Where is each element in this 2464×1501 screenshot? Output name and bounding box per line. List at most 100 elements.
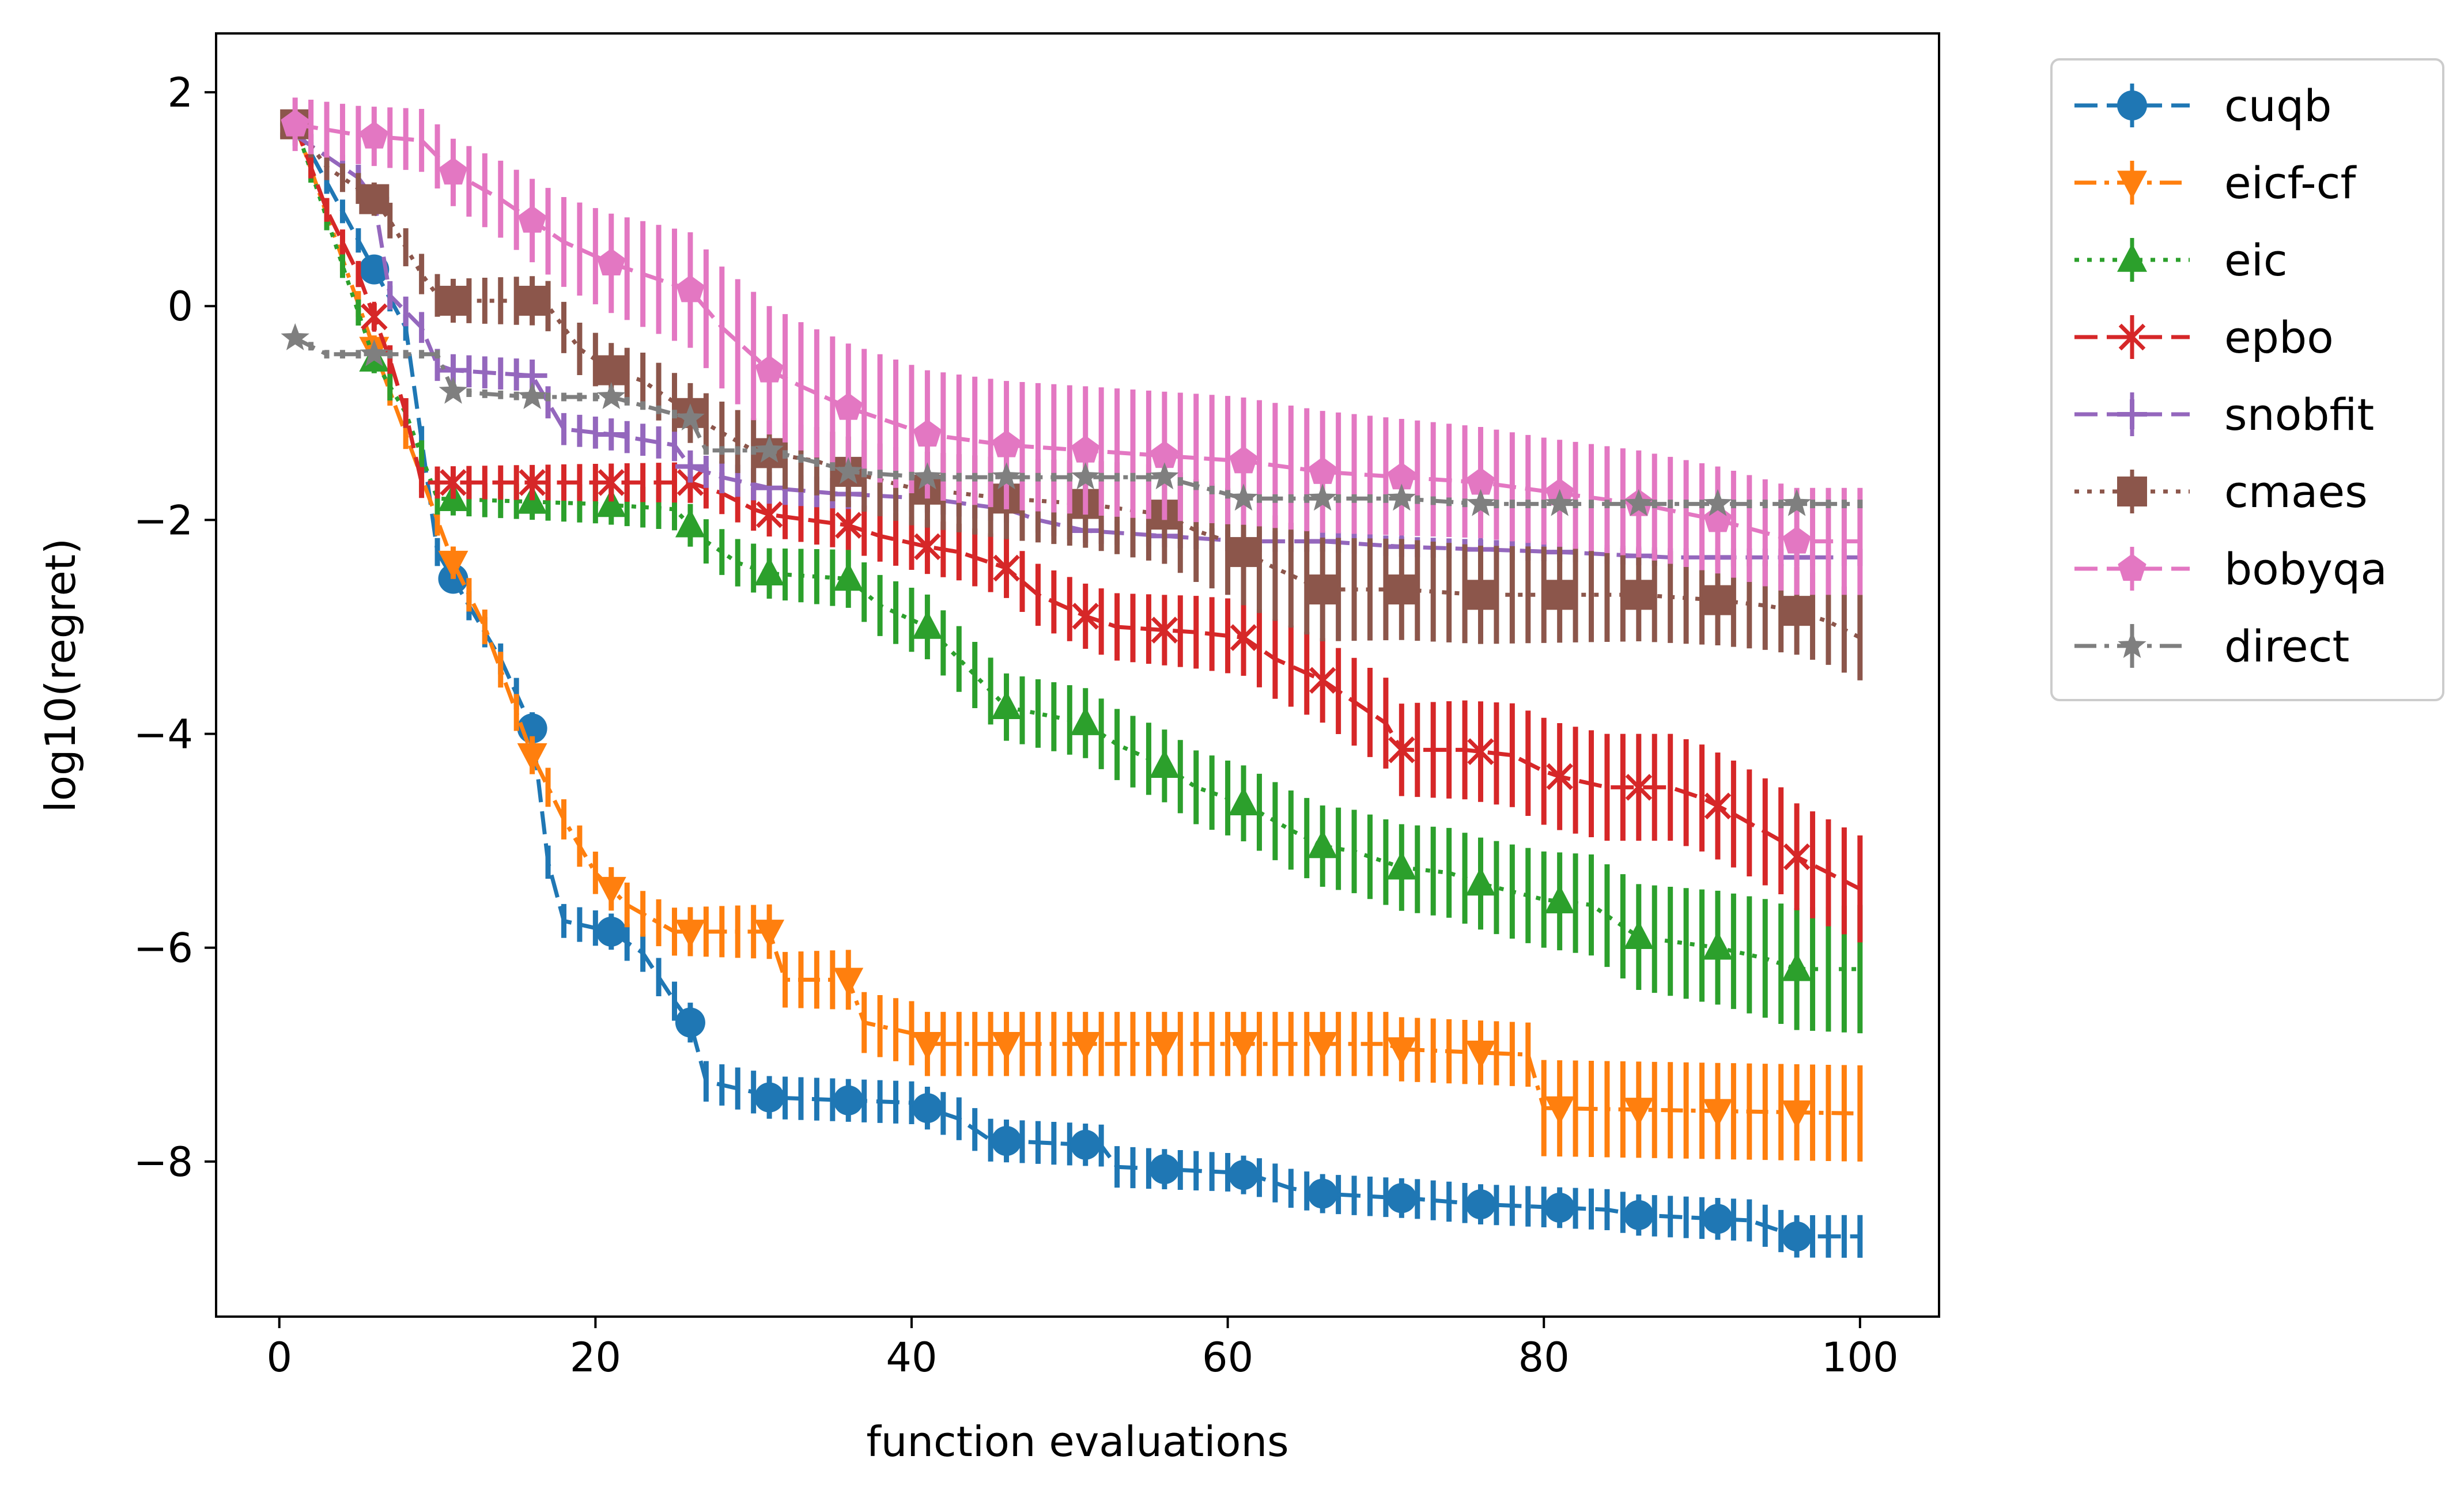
marker-direct	[834, 456, 863, 484]
marker-direct	[1308, 483, 1337, 511]
marker-cmaes	[1623, 580, 1654, 610]
y-tick-label: −6	[134, 925, 193, 972]
marker-direct	[597, 382, 626, 409]
series-cuqb	[280, 109, 1863, 1258]
marker-eicf-cf	[1782, 1100, 1812, 1129]
marker-cuqb	[1544, 1192, 1575, 1223]
marker-eic	[912, 610, 943, 639]
marker-eic	[991, 690, 1022, 719]
legend-marker-bobyqa	[2118, 554, 2146, 581]
marker-epbo	[1230, 622, 1257, 653]
marker-epbo	[1467, 736, 1494, 767]
series-eic	[280, 108, 1863, 1034]
legend-item-eicf-cf[interactable]: eicf-cf	[2074, 157, 2357, 209]
marker-direct	[1782, 489, 1811, 516]
marker-direct	[1150, 462, 1179, 490]
marker-cuqb	[1623, 1200, 1654, 1230]
marker-bobyqa	[360, 121, 388, 149]
marker-direct	[439, 376, 468, 404]
marker-cuqb	[359, 254, 390, 285]
marker-eic	[675, 509, 705, 538]
marker-epbo	[1309, 665, 1336, 695]
line-snobfit	[294, 133, 1860, 559]
marker-cmaes	[1386, 574, 1417, 605]
marker-bobyqa	[1782, 526, 1811, 554]
marker-direct	[1387, 483, 1416, 511]
y-axis-label: log10(regret)	[36, 538, 85, 812]
marker-cmaes	[1465, 580, 1496, 610]
y-tick-label: −4	[134, 711, 193, 758]
marker-bobyqa	[992, 430, 1021, 458]
legend-item-cmaes[interactable]: cmaes	[2074, 466, 2368, 517]
marker-eic	[1386, 850, 1417, 880]
plot-area	[216, 33, 1939, 1317]
legend-marker-epbo	[2118, 322, 2146, 352]
x-tick-label: 100	[1821, 1334, 1899, 1381]
y-tick-label: −2	[134, 497, 193, 544]
marker-epbo	[361, 301, 388, 332]
marker-cuqb	[1702, 1204, 1733, 1234]
marker-epbo	[598, 467, 625, 498]
legend-label: eicf-cf	[2224, 157, 2357, 209]
marker-cmaes	[438, 285, 468, 316]
marker-eic	[1465, 867, 1496, 896]
y-tick-label: −8	[134, 1139, 193, 1186]
marker-eicf-cf	[1465, 1041, 1496, 1069]
legend-marker-cmaes	[2117, 477, 2147, 506]
legend-item-direct[interactable]: direct	[2074, 621, 2349, 672]
legend-item-cuqb[interactable]: cuqb	[2074, 80, 2331, 131]
marker-direct	[517, 382, 547, 409]
marker-direct	[1229, 483, 1258, 511]
marker-bobyqa	[597, 248, 626, 275]
legend-marker-eic	[2117, 243, 2147, 272]
y-tick-label: 0	[167, 283, 193, 330]
marker-eic	[1544, 884, 1575, 914]
marker-eicf-cf	[1149, 1031, 1180, 1061]
marker-bobyqa	[913, 419, 942, 447]
marker-cmaes	[1702, 585, 1733, 615]
marker-cuqb	[1307, 1178, 1338, 1209]
legend-item-bobyqa[interactable]: bobyqa	[2074, 543, 2387, 595]
legend-item-epbo[interactable]: epbo	[2074, 312, 2334, 363]
series-layer	[280, 97, 1863, 1258]
marker-eicf-cf	[1702, 1099, 1733, 1128]
legend[interactable]: cuqb eicf-cf eic epbo snobfit cmaes bobyqa dire…	[2050, 58, 2444, 701]
marker-direct	[360, 339, 388, 366]
legend-box	[2050, 58, 2444, 701]
line-eicf-cf	[293, 123, 1860, 1116]
marker-eic	[833, 562, 864, 591]
x-axis-label: function evaluations	[866, 1417, 1288, 1466]
marker-eicf-cf	[1229, 1031, 1259, 1061]
legend-item-eic[interactable]: eic	[2074, 235, 2288, 286]
x-tick-label: 40	[886, 1334, 937, 1381]
marker-epbo	[1151, 615, 1178, 645]
marker-direct	[1703, 489, 1732, 516]
markers-cuqb	[280, 109, 1812, 1252]
marker-bobyqa	[1466, 467, 1495, 495]
series-bobyqa	[281, 97, 1863, 595]
marker-epbo	[440, 467, 467, 498]
marker-direct	[913, 462, 942, 490]
marker-direct	[1545, 489, 1574, 516]
marker-eicf-cf	[517, 743, 547, 772]
marker-eic	[1702, 931, 1733, 960]
legend-label: direct	[2224, 621, 2349, 672]
marker-epbo	[1546, 761, 1573, 792]
marker-bobyqa	[1308, 456, 1337, 484]
plot-frame	[215, 32, 1940, 1318]
marker-cmaes	[359, 184, 390, 214]
marker-epbo	[914, 531, 941, 562]
marker-eic	[754, 557, 785, 585]
marker-cuqb	[1782, 1221, 1812, 1252]
legend-item-snobfit[interactable]: snobfit	[2074, 389, 2374, 440]
marker-direct	[676, 403, 705, 431]
marker-cuqb	[596, 916, 626, 947]
marker-bobyqa	[517, 205, 547, 233]
marker-eicf-cf	[991, 1031, 1022, 1061]
marker-epbo	[834, 510, 862, 540]
marker-eic	[596, 488, 626, 517]
markers-bobyqa	[281, 109, 1811, 554]
marker-eicf-cf	[1544, 1096, 1575, 1125]
legend-label: bobyqa	[2224, 543, 2387, 595]
line-bobyqa	[294, 122, 1860, 543]
